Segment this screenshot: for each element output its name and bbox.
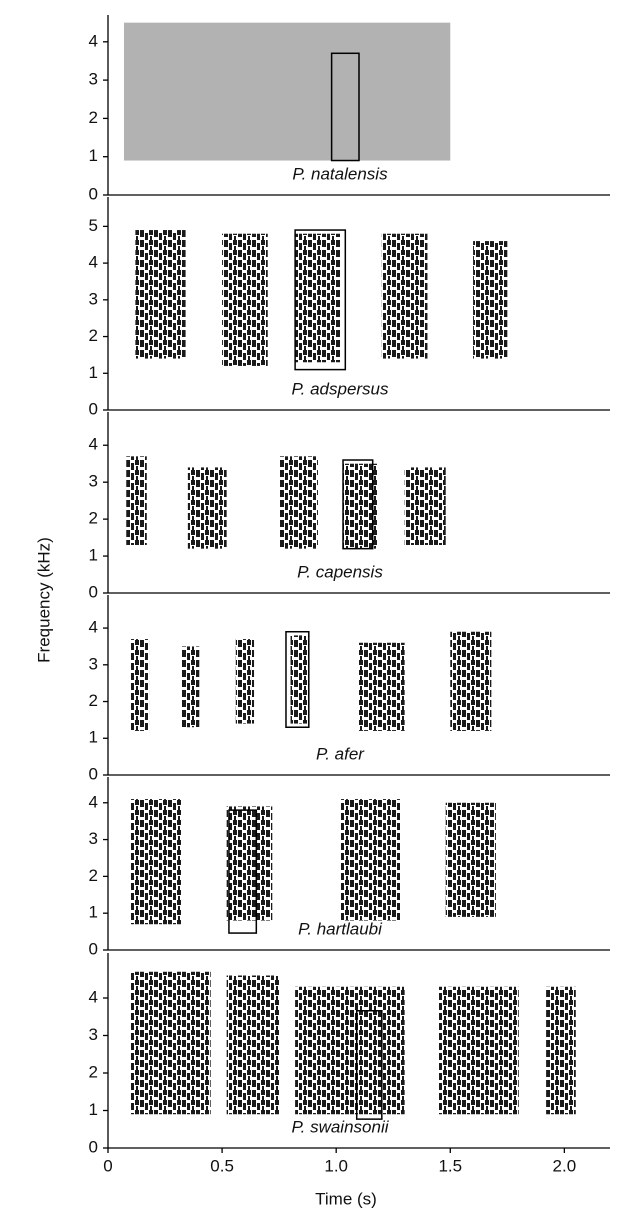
y-tick-label: 3 [89, 1025, 98, 1044]
y-tick-label: 0 [89, 764, 98, 783]
y-axis-title: Frequency (kHz) [34, 537, 53, 663]
y-tick-label: 4 [89, 987, 98, 1006]
call [450, 631, 492, 731]
call [130, 639, 150, 731]
y-tick-label: 4 [89, 618, 98, 637]
panel-label: P. afer [316, 744, 365, 763]
call [130, 799, 182, 925]
selection-box [342, 459, 374, 550]
call [235, 639, 255, 724]
y-tick-label: 4 [89, 792, 98, 811]
call [404, 467, 446, 545]
call [222, 233, 268, 366]
y-tick-label: 0 [89, 1137, 98, 1156]
y-tick-label: 5 [89, 216, 98, 235]
x-tick-label: 0.5 [210, 1156, 234, 1175]
call [359, 642, 405, 731]
y-tick-label: 3 [89, 654, 98, 673]
call [381, 233, 428, 359]
call [226, 806, 273, 921]
x-axis-title: Time (s) [315, 1189, 377, 1208]
call [130, 971, 211, 1115]
y-tick-label: 3 [89, 289, 98, 308]
call [295, 233, 341, 363]
y-tick-label: 2 [89, 108, 98, 127]
call [290, 635, 309, 724]
call [123, 22, 451, 161]
call [445, 802, 496, 917]
call [187, 467, 227, 549]
x-tick-label: 0 [103, 1156, 112, 1175]
x-tick-label: 1.5 [438, 1156, 462, 1175]
panel-label: P. hartlaubi [298, 919, 383, 938]
call [181, 646, 200, 728]
y-tick-label: 2 [89, 326, 98, 345]
call [226, 975, 280, 1115]
call [546, 986, 576, 1115]
y-tick-label: 3 [89, 70, 98, 89]
selection-box [355, 1010, 383, 1120]
x-tick-label: 2.0 [553, 1156, 577, 1175]
selection-box [285, 630, 310, 728]
y-tick-label: 4 [89, 31, 98, 50]
y-tick-label: 4 [89, 435, 98, 454]
y-tick-label: 2 [89, 866, 98, 885]
y-tick-label: 0 [89, 939, 98, 958]
y-tick-label: 1 [89, 903, 98, 922]
panel-label: P. natalensis [292, 164, 388, 183]
panel-label: P. adspersus [291, 379, 389, 398]
y-tick-label: 0 [89, 184, 98, 203]
call [473, 241, 508, 359]
panel-label: P. capensis [297, 562, 383, 581]
y-tick-label: 0 [89, 399, 98, 418]
y-tick-label: 1 [89, 146, 98, 165]
call [295, 986, 405, 1115]
call [135, 230, 186, 359]
call [340, 799, 401, 921]
y-tick-label: 2 [89, 691, 98, 710]
y-tick-label: 2 [89, 1062, 98, 1081]
selection-box [294, 229, 347, 371]
y-tick-label: 1 [89, 363, 98, 382]
selection-box [330, 52, 360, 162]
call [343, 463, 378, 549]
call [126, 456, 147, 545]
panel-label: P. swainsonii [291, 1117, 389, 1136]
y-tick-label: 3 [89, 829, 98, 848]
call [438, 986, 519, 1115]
y-tick-label: 2 [89, 509, 98, 528]
y-tick-label: 4 [89, 253, 98, 272]
y-tick-label: 3 [89, 472, 98, 491]
y-tick-label: 1 [89, 728, 98, 747]
y-tick-label: 1 [89, 546, 98, 565]
y-tick-label: 1 [89, 1100, 98, 1119]
call [279, 456, 318, 549]
x-tick-label: 1.0 [324, 1156, 348, 1175]
y-tick-label: 0 [89, 582, 98, 601]
selection-box [228, 809, 258, 934]
